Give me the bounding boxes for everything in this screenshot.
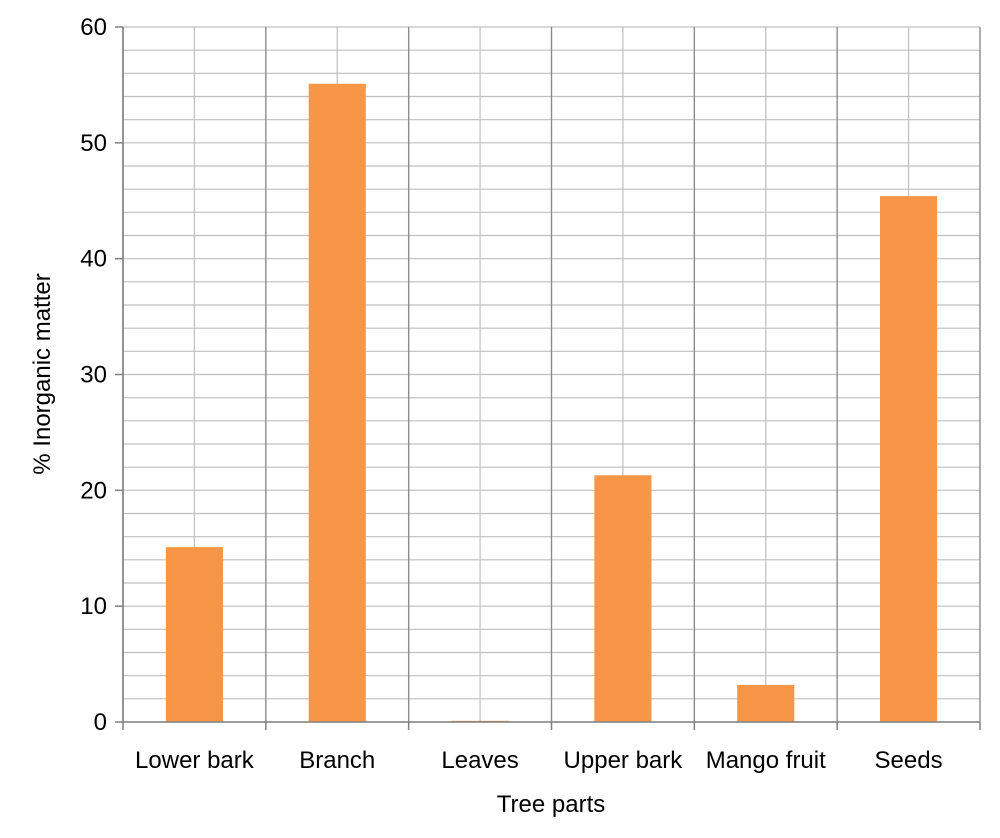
- x-tick-label: Upper bark: [564, 747, 684, 774]
- y-tick-label: 40: [80, 246, 107, 273]
- y-tick-label: 60: [80, 14, 107, 41]
- bars: [165, 83, 938, 723]
- y-tick-label: 50: [80, 130, 107, 157]
- y-tick-label: 30: [80, 362, 107, 389]
- y-tick-labels: 0 10 20 30 40 50 60: [80, 14, 107, 736]
- y-tick-label: 10: [80, 593, 107, 620]
- bar-branch: [308, 83, 366, 723]
- y-axis-label: % Inorganic matter: [29, 273, 56, 474]
- bar-upper-bark: [594, 475, 652, 722]
- x-tick-label: Lower bark: [135, 747, 255, 774]
- x-tick-label: Seeds: [875, 747, 943, 774]
- bar-lower-bark: [165, 547, 223, 722]
- x-tick-label: Branch: [299, 747, 375, 774]
- y-tick-label: 0: [94, 709, 107, 736]
- bar-mango-fruit: [737, 684, 795, 722]
- grid: [122, 26, 981, 723]
- bar-seeds: [880, 196, 938, 722]
- x-tick-label: Leaves: [441, 747, 518, 774]
- y-tick-label: 20: [80, 477, 107, 504]
- axes: [115, 26, 981, 730]
- x-tick-label: Mango fruit: [706, 747, 826, 774]
- x-axis-label: Tree parts: [497, 791, 605, 818]
- x-tick-labels: Lower bark Branch Leaves Upper bark Mango fr…: [135, 747, 943, 774]
